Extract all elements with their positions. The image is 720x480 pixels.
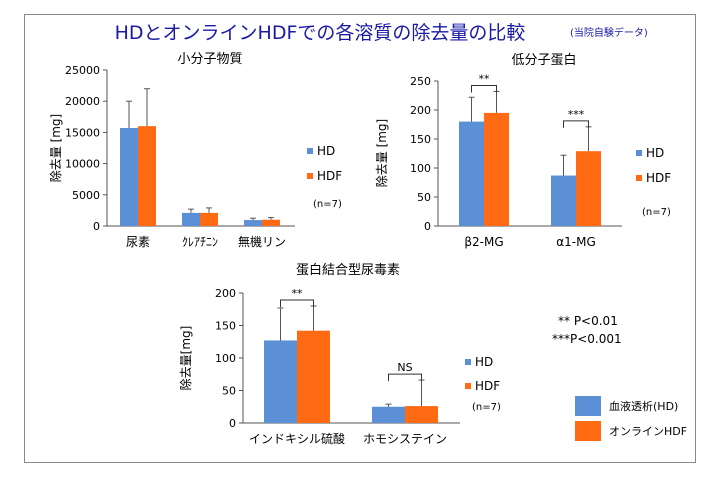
bar-hd	[459, 121, 484, 226]
legend-swatch-hdf	[307, 173, 313, 179]
legend-swatch-hd	[636, 150, 642, 156]
legend-swatch-hdf	[575, 421, 601, 441]
sample-size-label: (n=7)	[642, 207, 671, 218]
legend-swatch-hd	[307, 148, 313, 154]
y-tick-label: 250	[410, 75, 431, 88]
x-tick-label: 無機リン	[238, 234, 286, 249]
significance-label: ***	[568, 108, 585, 121]
significance-label: NS	[397, 361, 412, 374]
legend-label-hd: 血液透析(HD)	[609, 400, 679, 413]
y-tick-label: 5000	[72, 189, 100, 202]
x-tick-label: α1-MG	[556, 235, 596, 249]
bar-hd	[120, 128, 138, 226]
figure-frame	[24, 14, 696, 463]
y-tick-label: 100	[215, 352, 236, 365]
y-tick-label: 50	[222, 385, 236, 398]
y-tick-label: 0	[93, 220, 100, 233]
significance-bracket	[280, 299, 314, 307]
x-tick-label: インドキシル硫酸	[249, 431, 345, 446]
bar-hdf	[297, 330, 330, 423]
sample-size-label: (n=7)	[472, 402, 501, 413]
legend-hdf-large: オンラインHDF	[575, 421, 687, 441]
y-axis-label: 除去量 [mg]	[48, 114, 63, 183]
chart-title: 小分子物質	[177, 52, 242, 67]
legend-label-hdf: オンラインHDF	[609, 425, 688, 438]
legend-label-hdf: HDF	[317, 169, 342, 183]
legend-label-hd: HD	[317, 144, 335, 158]
x-tick-label: ｸﾚｱﾁﾆﾝ	[182, 235, 218, 249]
legend-label-hdf: HDF	[646, 171, 671, 185]
chart-title: 低分子蛋白	[511, 52, 576, 68]
significance-bracket	[471, 84, 497, 93]
y-tick-label: 150	[410, 133, 431, 146]
y-tick-label: 200	[215, 287, 236, 300]
y-tick-label: 15000	[65, 126, 100, 139]
x-tick-label: β2-MG	[464, 235, 503, 249]
legend-swatch-hd	[465, 359, 471, 365]
chart-title: 蛋白結合型尿毒素	[296, 262, 400, 278]
legend-label-hd: HD	[646, 146, 664, 160]
bar-hd	[264, 340, 297, 423]
legend-swatch-hdf	[636, 175, 642, 181]
y-axis-label: 除去量 [mg]	[374, 119, 389, 188]
sample-size-label: (n=7)	[313, 199, 342, 210]
page-title: HDとオンラインHDFでの各溶質の除去量の比較	[114, 22, 526, 44]
bar-hdf	[576, 151, 601, 226]
significance-label: **	[479, 72, 491, 85]
legend-label-hdf: HDF	[475, 379, 500, 393]
x-tick-label: ホモシステイン	[363, 432, 447, 446]
legend-hd-large: 血液透析(HD)	[575, 396, 678, 416]
significance-note-p01: ** P<0.01	[558, 314, 618, 328]
legend-swatch-hdf	[465, 383, 471, 389]
legend-label-hd: HD	[475, 355, 493, 369]
bar-hd	[244, 220, 262, 226]
bar-hdf	[484, 112, 509, 226]
bar-hd	[372, 406, 405, 423]
bar-hdf	[262, 219, 280, 226]
title-note: (当院自験データ)	[570, 28, 648, 39]
y-tick-label: 0	[424, 220, 431, 233]
y-tick-label: 200	[410, 104, 431, 117]
y-tick-label: 50	[417, 191, 431, 204]
significance-label: **	[292, 287, 304, 300]
legend-swatch-hd	[575, 396, 601, 416]
bar-hd	[182, 212, 200, 226]
significance-note-p001: ***P<0.001	[552, 332, 622, 346]
bar-hdf	[138, 126, 156, 226]
y-tick-label: 10000	[65, 158, 100, 171]
significance-bracket	[388, 373, 422, 382]
y-tick-label: 150	[215, 320, 236, 333]
significance-bracket	[563, 120, 589, 128]
y-tick-label: 100	[410, 162, 431, 175]
bar-hd	[551, 175, 576, 226]
y-tick-label: 0	[229, 417, 236, 430]
bar-hdf	[200, 212, 218, 226]
bar-hdf	[405, 406, 438, 423]
y-axis-label: 除去量[mg]	[178, 326, 193, 391]
y-tick-label: 25000	[65, 64, 100, 77]
y-tick-label: 20000	[65, 95, 100, 108]
x-tick-label: 尿素	[126, 235, 150, 249]
